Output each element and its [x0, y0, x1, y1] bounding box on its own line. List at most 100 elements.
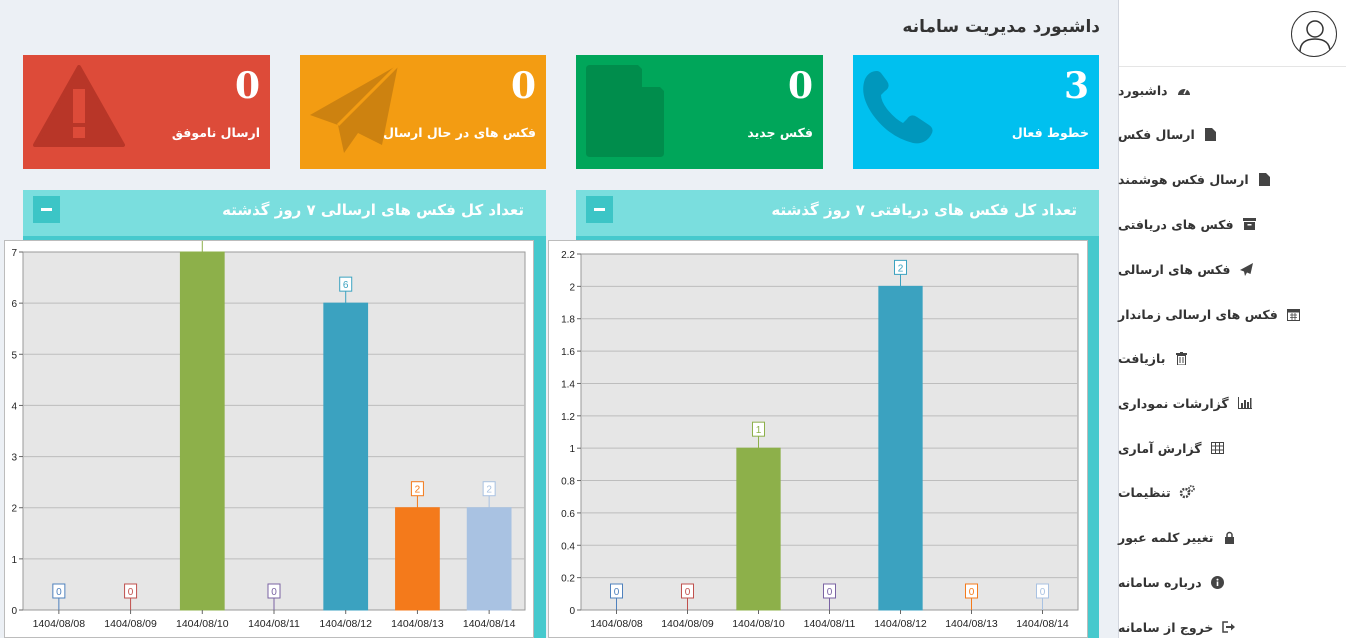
y-tick-label: 2 — [569, 282, 575, 293]
y-tick-label: 3 — [11, 453, 17, 464]
data-label: 0 — [685, 587, 691, 598]
panel-title: تعداد کل فکس های ارسالی ۷ روز گذشته — [222, 201, 524, 219]
y-tick-label: 1 — [11, 555, 17, 566]
panel-header: تعداد کل فکس های دریافتی ۷ روز گذشته — [576, 190, 1099, 236]
y-tick-label: 0.4 — [561, 541, 575, 552]
minus-icon — [41, 208, 52, 211]
y-tick-label: 5 — [11, 350, 17, 361]
plot-area — [22, 251, 526, 611]
stat-label: ارسال ناموفق — [171, 125, 260, 140]
phone-icon — [863, 71, 933, 144]
sidebar-item-label: ارسال فکس هوشمند — [1118, 171, 1249, 187]
stat-value: 3 — [1063, 65, 1089, 107]
sign-out-icon — [1221, 619, 1237, 635]
y-tick-label: 7 — [11, 248, 17, 259]
x-tick-label: 1404/08/08 — [590, 618, 643, 630]
y-tick-label: 2.2 — [561, 250, 575, 261]
stat-box-failed-send[interactable]: 0 ارسال ناموفق — [23, 55, 270, 169]
x-tick-label: 1404/08/11 — [804, 618, 856, 630]
sidebar-item[interactable]: فکس های ارسالی — [1118, 247, 1346, 291]
collapse-button[interactable] — [33, 196, 60, 223]
sidebar-item-label: بازیافت — [1118, 350, 1166, 366]
sidebar-item[interactable]: فکس های ارسالی زماندار — [1118, 292, 1346, 336]
y-tick-label: 0 — [569, 606, 575, 617]
collapse-button[interactable] — [586, 196, 613, 223]
data-label-box — [610, 583, 623, 599]
x-tick-label: 1404/08/10 — [732, 618, 785, 630]
x-tick-label: 1404/08/09 — [661, 618, 714, 630]
stat-box-new-fax[interactable]: 0 فکس جدید — [576, 55, 823, 169]
data-label: 0 — [827, 587, 833, 598]
y-tick-label: 0.6 — [561, 509, 575, 520]
data-label: 1 — [756, 425, 762, 436]
x-tick-label: 1404/08/12 — [319, 618, 372, 630]
archive-icon — [1242, 216, 1258, 232]
sidebar-item[interactable]: تنظیمات — [1118, 470, 1346, 514]
y-tick-label: 6 — [11, 299, 17, 310]
y-tick-label: 0.2 — [561, 574, 575, 585]
sidebar-item[interactable]: درباره سامانه — [1118, 560, 1346, 604]
y-tick-label: 1.6 — [561, 347, 575, 358]
file-icon — [586, 65, 664, 157]
y-tick-label: 1.4 — [561, 379, 575, 390]
y-tick-label: 1.2 — [561, 412, 575, 423]
sidebar: داشبورد ارسال فکس ارسال فکس هوشمند فکس های … — [1118, 0, 1346, 638]
panel-header: تعداد کل فکس های ارسالی ۷ روز گذشته — [23, 190, 546, 236]
panel-title: تعداد کل فکس های دریافتی ۷ روز گذشته — [771, 201, 1077, 219]
data-label-box — [752, 421, 765, 437]
y-tick-label: 2 — [11, 504, 17, 515]
y-tick-label: 4 — [11, 401, 17, 412]
sidebar-item-label: فکس های ارسالی — [1118, 261, 1231, 277]
bar — [878, 285, 923, 611]
stat-label: فکس جدید — [747, 125, 813, 140]
lock-icon — [1221, 529, 1237, 545]
x-tick-label: 1404/08/11 — [248, 618, 300, 630]
sidebar-item[interactable]: خروج از سامانه — [1118, 605, 1346, 638]
main-content: داشبورد مدیریت سامانه 0 ارسال ناموفق 0 ف… — [4, 17, 1100, 638]
data-label-box — [1036, 583, 1049, 599]
avatar[interactable] — [1291, 11, 1337, 57]
stat-label: خطوط فعال — [1011, 125, 1089, 140]
data-label: 0 — [1040, 587, 1046, 598]
sidebar-item[interactable]: گزارشات نموداری — [1118, 381, 1346, 425]
x-tick-label: 1404/08/12 — [874, 618, 927, 630]
data-label: 0 — [56, 587, 62, 598]
x-tick-label: 1404/08/14 — [463, 618, 516, 630]
sidebar-item[interactable]: داشبورد — [1118, 68, 1346, 112]
sidebar-item-label: فکس های دریافتی — [1118, 216, 1234, 232]
minus-icon — [594, 208, 605, 211]
received-chart-svg: 0 0.2 0.4 0.6 0.8 1 1.2 1.4 1.6 1.8 2 2.2 0 1404/08/0… — [561, 250, 1079, 630]
sidebar-item[interactable]: ارسال فکس — [1118, 112, 1346, 156]
sidebar-item[interactable]: گزارش آماری — [1118, 426, 1346, 470]
dashboard-icon — [1176, 82, 1192, 98]
stat-box-sending-fax[interactable]: 0 فکس های در حال ارسال — [300, 55, 546, 169]
sidebar-item[interactable]: تغییر کلمه عبور — [1118, 515, 1346, 559]
bar-chart-icon — [1237, 395, 1253, 411]
data-label-box — [267, 583, 281, 599]
sidebar-item[interactable]: فکس های دریافتی — [1118, 202, 1346, 246]
y-tick-label: 0 — [11, 606, 17, 617]
paper-plane-icon — [310, 63, 400, 153]
sidebar-item-label: فکس های ارسالی زماندار — [1118, 306, 1278, 322]
x-tick-label: 1404/08/08 — [33, 618, 86, 630]
file-icon — [1257, 171, 1273, 187]
table-icon — [1210, 440, 1226, 456]
sent-chart-svg: 0123456701404/08/0801404/08/0971404/08/1… — [11, 241, 526, 630]
sidebar-item[interactable]: بازیافت — [1118, 336, 1346, 380]
x-tick-label: 1404/08/13 — [945, 618, 998, 630]
warning-icon — [33, 65, 125, 147]
data-label: 2 — [415, 485, 421, 496]
data-label-box — [681, 583, 694, 599]
data-label-box — [124, 583, 138, 599]
x-tick-label: 1404/08/14 — [1016, 618, 1069, 630]
stat-label: فکس های در حال ارسال — [383, 125, 536, 140]
info-icon — [1210, 574, 1226, 590]
sidebar-item[interactable]: ارسال فکس هوشمند — [1118, 157, 1346, 201]
stat-box-active-lines[interactable]: 3 خطوط فعال — [853, 55, 1099, 169]
data-label-box — [823, 583, 836, 599]
stat-value: 0 — [510, 65, 536, 107]
data-label: 0 — [128, 587, 134, 598]
sidebar-item-label: گزارشات نموداری — [1118, 395, 1229, 411]
bar — [323, 302, 369, 611]
y-tick-label: 0.8 — [561, 477, 575, 488]
